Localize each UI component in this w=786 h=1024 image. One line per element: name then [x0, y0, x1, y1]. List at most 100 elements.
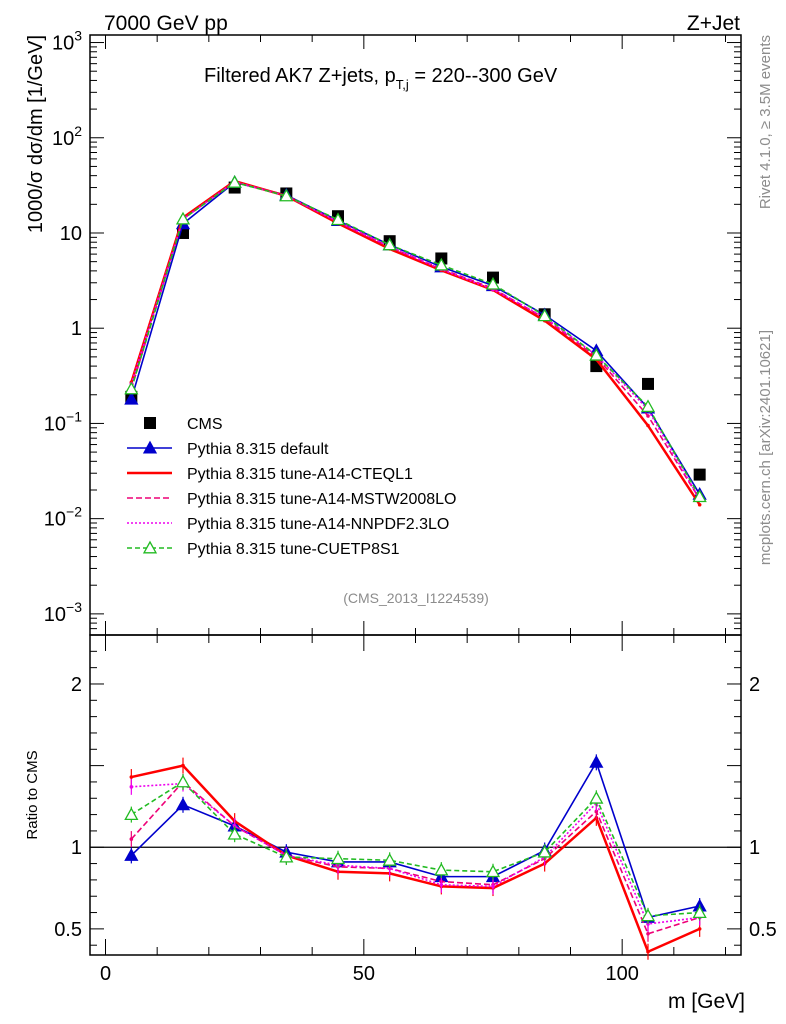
- main-y-tick-base: 10: [44, 604, 66, 626]
- main-y-tick-label: 10: [60, 223, 82, 245]
- ratio-point-cuetp8s1: [124, 807, 139, 821]
- ratio-y-tick-label-right: 2: [749, 674, 760, 696]
- ratio-point-cuetp8s1: [537, 844, 552, 858]
- ratio-point-nnpdf: [491, 884, 495, 889]
- main-series-line-default: [130, 181, 701, 495]
- ratio-point-default: [175, 797, 191, 811]
- x-axis-title: m [GeV]: [668, 990, 745, 1013]
- main-point-cteql1: [646, 423, 650, 428]
- legend-label-default: Pythia 8.315 default: [187, 441, 329, 458]
- main-y-tick-label: 102: [52, 123, 82, 150]
- ratio-point-nnpdf: [646, 922, 650, 926]
- ratio-series-line-mstw: [130, 780, 700, 935]
- ratio-y-tick-label: 1: [71, 837, 82, 859]
- analysis-id: (CMS_2013_I1224539): [343, 590, 489, 606]
- ratio-point-nnpdf: [129, 785, 134, 789]
- legend-marker-default: [142, 440, 158, 454]
- main-point-cuetp8s1: [640, 399, 656, 413]
- legend-marker-cms: [144, 417, 156, 429]
- subtitle-sub: T,j: [396, 77, 409, 92]
- main-y-tick-label: 1: [71, 318, 82, 340]
- ratio-point-cuetp8s1: [227, 826, 242, 840]
- legend-label-cuetp8s1: Pythia 8.315 tune-CUETP8S1: [187, 541, 400, 558]
- cms-data-point: [642, 377, 654, 390]
- main-y-tick-label: 10−1: [44, 408, 82, 435]
- main-y-tick-base: 10: [52, 33, 74, 55]
- main-point-cuetp8s1: [124, 381, 139, 395]
- ratio-series-line-nnpdf: [131, 782, 700, 925]
- legend: CMS Pythia 8.315 default Pythia 8.315 tune…: [127, 416, 456, 558]
- main-y-tick-base: 10: [44, 413, 66, 435]
- main-y-tick-label: 103: [52, 28, 82, 55]
- ratio-series-line-cuetp8s1: [130, 780, 700, 917]
- main-point-cteql1: [697, 502, 702, 507]
- ratio-y-tick-label: 0.5: [54, 919, 82, 941]
- ratio-axis-ticks: 0.5 0.5 1 1 2 2 0 50 100: [54, 635, 777, 985]
- main-point-cuetp8s1: [175, 211, 191, 225]
- ratio-series-line-cteql1: [131, 764, 701, 954]
- main-y-axis-title: 1000/σ dσ/dm [1/GeV]: [25, 35, 47, 233]
- rivet-label: Rivet 4.1.0, ≥ 3.5M events: [757, 35, 774, 209]
- ratio-point-cteql1: [646, 949, 650, 954]
- ratio-point-mstw: [594, 809, 599, 814]
- main-y-tick-exp: −3: [66, 599, 82, 615]
- subtitle-main: Filtered AK7 Z+jets, p: [204, 65, 396, 87]
- main-series-group: [124, 175, 707, 507]
- ratio-point-mstw: [646, 931, 650, 936]
- cms-data-point: [693, 468, 706, 481]
- main-point-cuetp8s1: [434, 257, 449, 271]
- header-left: 7000 GeV pp: [104, 12, 228, 35]
- main-y-tick-exp: 2: [74, 123, 82, 139]
- ratio-series-line-default: [130, 760, 700, 919]
- main-y-tick-exp: −1: [66, 408, 82, 424]
- main-point-cuetp8s1: [692, 489, 707, 503]
- ratio-x-tick-label: 0: [100, 963, 111, 985]
- legend-label-nnpdf: Pythia 8.315 tune-A14-NNPDF2.3LO: [187, 516, 449, 533]
- main-y-tick-exp: 3: [74, 28, 82, 44]
- ratio-y-tick-label-right: 0.5: [749, 919, 777, 941]
- ratio-point-cteql1: [181, 763, 185, 768]
- ratio-series-group: [124, 754, 707, 960]
- ratio-point-cuetp8s1: [279, 849, 294, 863]
- ratio-point-default: [124, 848, 139, 861]
- main-y-tick-label: 10−2: [44, 504, 82, 531]
- ratio-y-tick-label: 2: [71, 674, 82, 696]
- main-y-tick-exp: −2: [66, 504, 82, 520]
- ratio-point-cuetp8s1: [692, 905, 707, 919]
- main-point-cuetp8s1: [382, 237, 397, 251]
- ratio-point-cuetp8s1: [434, 862, 449, 876]
- ratio-point-nnpdf: [439, 882, 444, 887]
- subtitle-tail: = 220--300 GeV: [409, 65, 558, 87]
- mcplots-label: mcplots.cern.ch [arXiv:2401.10621]: [757, 330, 774, 565]
- legend-marker-cuetp8s1: [142, 540, 158, 554]
- ratio-point-cuetp8s1: [330, 851, 346, 865]
- ratio-point-mstw: [129, 837, 134, 841]
- ratio-point-nnpdf: [232, 824, 237, 828]
- ratio-point-nnpdf: [387, 866, 392, 871]
- main-point-cuetp8s1: [330, 212, 346, 226]
- main-point-default: [124, 391, 139, 405]
- main-point-mstw: [646, 414, 650, 418]
- plot-subtitle: Filtered AK7 Z+jets, pT,j = 220--300 GeV: [204, 65, 558, 92]
- ratio-point-cteql1: [129, 775, 134, 779]
- ratio-x-tick-label: 50: [353, 963, 375, 985]
- main-point-cuetp8s1: [485, 276, 501, 290]
- main-point-cuetp8s1: [279, 188, 294, 202]
- ratio-point-cuetp8s1: [382, 852, 397, 866]
- main-series-line-cuetp8s1: [130, 181, 701, 498]
- main-y-tick-label: 10−3: [44, 599, 82, 626]
- ratio-frame: [89, 634, 742, 956]
- ratio-x-tick-label: 100: [605, 963, 638, 985]
- header-right: Z+Jet: [687, 12, 740, 35]
- main-point-cuetp8s1: [227, 175, 242, 188]
- main-point-cuetp8s1: [537, 308, 552, 322]
- ratio-y-tick-label-right: 1: [749, 837, 760, 859]
- legend-label-cms: CMS: [187, 416, 223, 433]
- ratio-point-cuetp8s1: [175, 774, 191, 788]
- legend-label-cteql1: Pythia 8.315 tune-A14-CTEQL1: [187, 466, 413, 483]
- ratio-point-cuetp8s1: [485, 864, 501, 878]
- main-series-line-cteql1: [130, 179, 701, 506]
- ratio-y-axis-title: Ratio to CMS: [24, 750, 41, 839]
